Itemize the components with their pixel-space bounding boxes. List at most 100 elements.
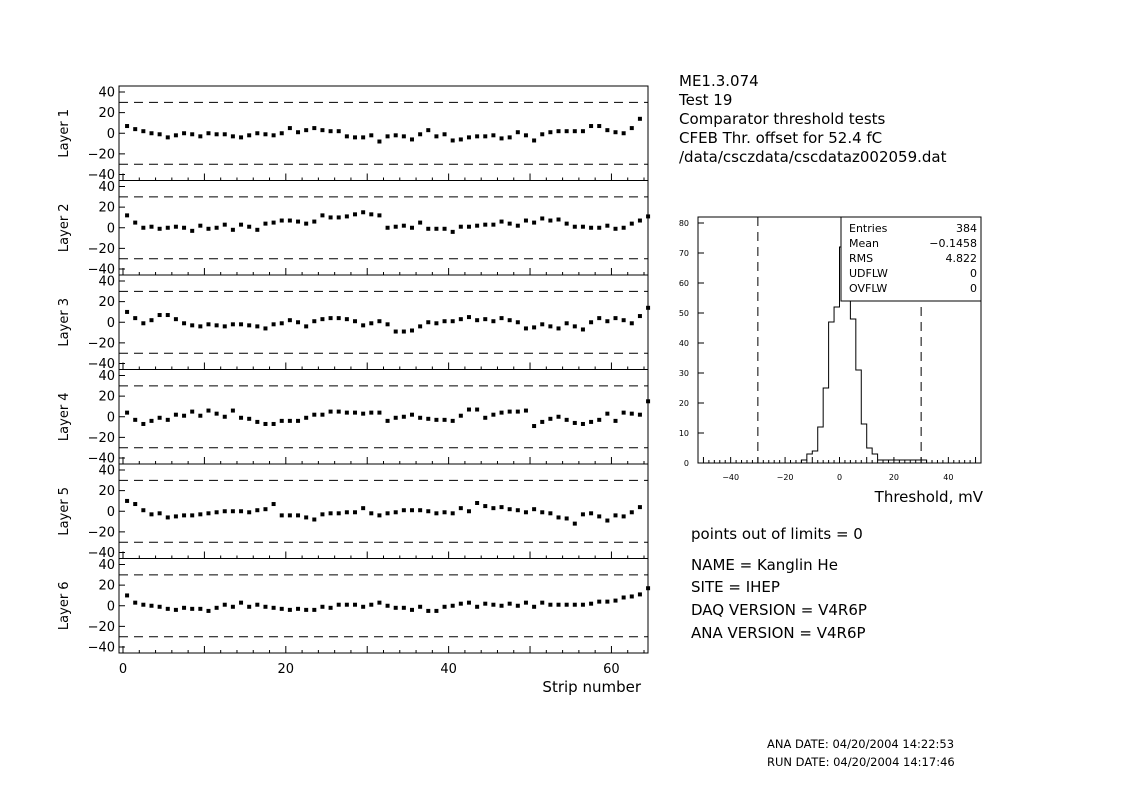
strip-point <box>263 421 268 426</box>
strip-point <box>475 501 480 505</box>
strip-point <box>613 418 618 423</box>
strip-point <box>287 218 292 223</box>
strip-point <box>320 412 325 417</box>
strip-point <box>336 316 341 321</box>
strip-point <box>198 606 203 611</box>
strip-point <box>279 321 284 326</box>
strip-point <box>206 511 211 516</box>
strip-point <box>296 320 301 325</box>
strip-point <box>190 513 195 518</box>
strip-point <box>304 324 309 329</box>
strip-point <box>483 317 488 322</box>
strip-point <box>580 327 585 332</box>
strip-point <box>214 132 219 137</box>
strip-point <box>466 407 471 412</box>
strip-point <box>125 213 130 218</box>
strip-point <box>475 134 480 139</box>
strip-point <box>361 323 366 328</box>
strip-point <box>198 324 203 329</box>
y-tick-label: −40 <box>88 452 115 467</box>
strip-point <box>523 408 528 413</box>
strip-point <box>133 502 138 507</box>
strip-point <box>483 134 488 139</box>
histogram-outline <box>800 246 928 463</box>
strip-point <box>312 607 317 612</box>
strip-point <box>230 408 235 413</box>
strip-point <box>556 217 561 222</box>
stat-label: Entries <box>849 222 888 235</box>
y-tick-label: −20 <box>88 620 115 635</box>
strip-point <box>182 321 187 326</box>
strip-point <box>450 319 455 324</box>
strip-point <box>450 418 455 423</box>
y-tick-label: 20 <box>98 201 115 216</box>
strip-point <box>385 322 390 327</box>
strip-point <box>222 509 227 514</box>
strip-point <box>442 604 447 609</box>
strip-point <box>491 133 496 138</box>
stat-value: 0 <box>970 267 977 280</box>
stat-value: 4.822 <box>946 252 978 265</box>
layer-label: Layer 2 <box>57 203 72 252</box>
strip-point <box>515 508 520 513</box>
strip-point <box>450 138 455 143</box>
strip-point <box>629 510 634 515</box>
hist-y-tick-label: 20 <box>679 399 689 408</box>
strip-point <box>320 317 325 322</box>
hist-y-tick-label: 70 <box>679 249 689 258</box>
strip-point <box>434 321 439 326</box>
hist-y-tick-label: 50 <box>679 309 689 318</box>
strip-point <box>458 317 463 322</box>
strip-point <box>369 133 374 138</box>
y-tick-label: 20 <box>98 295 115 310</box>
strip-point <box>637 412 642 417</box>
strip-point <box>499 136 504 141</box>
header-line-test: Test 19 <box>679 91 733 109</box>
strip-point <box>426 608 431 613</box>
y-tick-label: 40 <box>98 558 115 573</box>
y-tick-label: 20 <box>98 484 115 499</box>
header-line-chamber: ME1.3.074 <box>679 72 759 90</box>
strip-point <box>214 510 219 515</box>
strip-point <box>125 124 130 129</box>
y-tick-label: 40 <box>98 275 115 290</box>
strip-point <box>507 507 512 512</box>
strip-point <box>572 420 577 425</box>
strip-point <box>141 225 146 230</box>
strip-point <box>173 133 178 138</box>
strip-point <box>409 137 414 142</box>
strip-point <box>377 513 382 518</box>
strip-point <box>548 324 553 329</box>
strip-point <box>401 605 406 610</box>
strip-point <box>271 322 276 327</box>
strip-point <box>206 226 211 231</box>
strip-point <box>393 224 398 229</box>
strip-point <box>515 409 520 414</box>
strip-point <box>279 218 284 223</box>
y-tick-label: 0 <box>107 316 115 331</box>
strip-point <box>279 418 284 423</box>
layer-panel-frame <box>118 463 649 559</box>
header-line-file: /data/csczdata/cscdataz002059.dat <box>679 148 947 166</box>
strip-point <box>589 511 594 516</box>
strip-point <box>564 516 569 521</box>
strip-point <box>605 518 610 523</box>
strip-point <box>572 521 577 526</box>
hist-y-tick-label: 30 <box>679 369 689 378</box>
y-tick-label: −20 <box>88 525 115 540</box>
strip-point <box>556 602 561 607</box>
strip-point <box>369 602 374 607</box>
strip-point <box>157 415 162 420</box>
strip-point <box>637 116 642 121</box>
strip-point <box>222 324 227 329</box>
strip-point <box>198 413 203 418</box>
strip-point <box>133 220 138 225</box>
strip-point <box>589 601 594 606</box>
strip-point <box>540 419 545 424</box>
y-tick-label: 20 <box>98 106 115 121</box>
strip-point <box>353 212 358 217</box>
strip-point <box>165 515 170 520</box>
strip-point <box>458 413 463 418</box>
strip-point <box>198 223 203 228</box>
strip-point <box>613 316 618 321</box>
